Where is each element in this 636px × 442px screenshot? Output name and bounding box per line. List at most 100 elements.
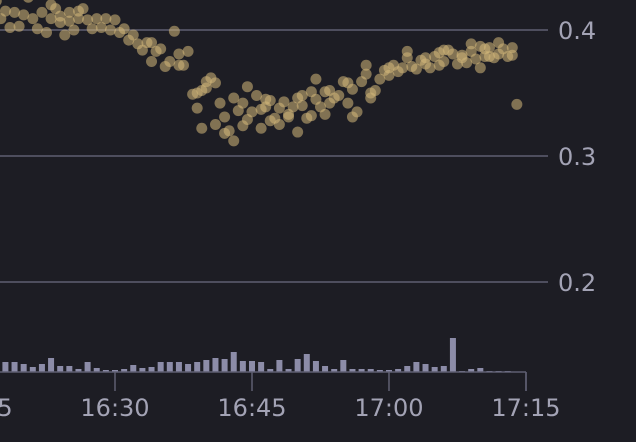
price-point (493, 37, 505, 49)
price-point (164, 56, 176, 67)
y-tick-label: 0.2 (558, 269, 596, 297)
volume-bar (148, 367, 155, 372)
x-tick-label: 16:15 (0, 394, 13, 422)
volume-bar (431, 367, 438, 372)
price-point (273, 119, 285, 130)
volume-bar (29, 367, 36, 372)
price-point (305, 86, 317, 98)
price-point (474, 62, 486, 74)
price-point (360, 68, 372, 80)
price-point (296, 100, 308, 112)
price-point (397, 62, 409, 74)
volume-bar (185, 364, 192, 372)
volume-bar (449, 338, 456, 372)
x-tick-label: 17:00 (354, 394, 423, 422)
volume-bar (395, 369, 402, 372)
price-point (23, 0, 33, 3)
volume-bar (331, 369, 338, 372)
volume-bar (303, 354, 310, 372)
price-point (237, 120, 249, 132)
volume-bar (248, 361, 255, 372)
volume-bar (258, 362, 265, 372)
volume-bar (349, 369, 356, 372)
volume-bar (422, 364, 429, 372)
volume-bar (212, 358, 219, 372)
price-point (219, 111, 231, 123)
price-point (410, 63, 422, 75)
price-point (360, 59, 372, 71)
volume-bar (121, 369, 128, 372)
volume-bar (194, 362, 201, 372)
price-point (45, 0, 57, 11)
volume-bar (2, 362, 9, 372)
price-point (4, 21, 16, 33)
volume-bar (312, 361, 319, 372)
price-point (72, 13, 84, 25)
volume-bar (221, 359, 228, 372)
price-point (155, 43, 167, 55)
price-point (72, 5, 84, 17)
price-point (18, 9, 30, 21)
price-point (324, 97, 336, 109)
volume-bar (477, 368, 484, 372)
price-point (305, 110, 317, 122)
price-point (82, 14, 94, 26)
price-point (465, 38, 477, 50)
price-point (333, 90, 345, 102)
volume-bar (57, 366, 64, 372)
price-points (0, 0, 523, 147)
price-point (251, 90, 263, 102)
x-tick-label: 16:30 (80, 394, 149, 422)
price-point (95, 21, 107, 33)
price-point (319, 108, 331, 120)
volume-bar (66, 366, 73, 372)
price-point (109, 14, 121, 26)
price-point (292, 126, 304, 138)
price-point (401, 45, 413, 57)
price-point (209, 119, 221, 130)
price-point (146, 37, 158, 49)
price-point (383, 69, 395, 81)
price-point (0, 0, 2, 6)
volume-bar (468, 369, 475, 372)
price-point (342, 77, 354, 89)
price-point (470, 53, 482, 65)
price-point (86, 23, 98, 35)
price-point (424, 62, 436, 74)
volume-bar (93, 368, 100, 372)
y-tick-label: 0.4 (558, 17, 596, 45)
price-point (9, 6, 21, 18)
volume-bar (267, 369, 274, 372)
price-point (209, 77, 221, 89)
volume-bar (84, 362, 91, 372)
price-point (146, 56, 158, 67)
volume-bar (11, 362, 18, 372)
price-point (191, 102, 203, 114)
price-point (27, 13, 39, 25)
price-point (214, 97, 226, 109)
price-point (219, 127, 231, 139)
volume-bar (203, 360, 210, 372)
volume-bar (358, 369, 365, 372)
price-point (41, 27, 53, 39)
volume-bar (175, 362, 182, 372)
price-point (127, 29, 139, 41)
volume-bar (367, 369, 374, 372)
price-point (287, 101, 299, 113)
price-point (237, 97, 249, 109)
volume-bar (102, 370, 109, 372)
volume-bar (376, 370, 383, 372)
price-point (173, 59, 185, 71)
price-point (241, 81, 253, 93)
price-point (438, 56, 450, 67)
volume-bar (230, 352, 237, 372)
price-point (255, 122, 267, 134)
volume-bar (322, 366, 329, 372)
price-point (104, 24, 116, 36)
volume-bar (112, 370, 118, 372)
x-tick-label: 16:45 (217, 394, 286, 422)
price-point (31, 23, 43, 35)
volume-bars (2, 338, 511, 372)
